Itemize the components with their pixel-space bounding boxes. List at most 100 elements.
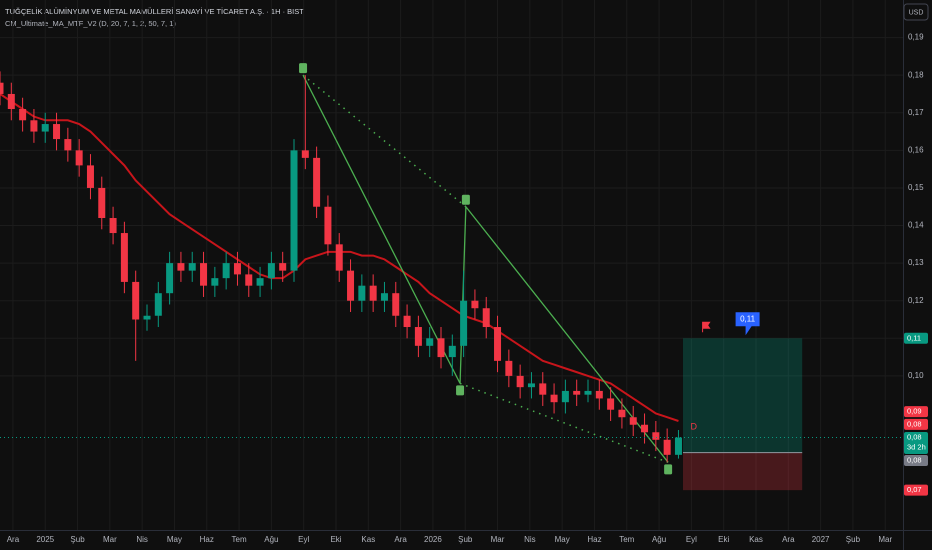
candle-body bbox=[471, 300, 479, 309]
price-badge bbox=[904, 418, 928, 430]
y-tick-label: 0,12 bbox=[908, 296, 924, 305]
currency[interactable]: USD bbox=[909, 9, 924, 16]
pivot-marker bbox=[461, 194, 470, 205]
x-tick-label: Haz bbox=[587, 535, 601, 544]
candle-body bbox=[663, 439, 671, 455]
price-badge-label: 0,08 bbox=[907, 433, 922, 442]
candle-body bbox=[607, 398, 615, 410]
candle-body bbox=[347, 270, 355, 301]
candle-body bbox=[0, 82, 4, 94]
candle-body bbox=[41, 124, 49, 132]
x-tick-label: Ağu bbox=[652, 535, 666, 544]
y-tick-label: 0,16 bbox=[908, 145, 924, 154]
candle-body bbox=[154, 293, 162, 316]
trend-dotted bbox=[459, 382, 669, 464]
candle-body bbox=[403, 315, 411, 328]
target-label: 0,11 bbox=[740, 314, 756, 323]
candle-body bbox=[448, 345, 456, 358]
target-callout bbox=[735, 312, 760, 336]
candle-body bbox=[19, 109, 27, 121]
x-tick-label: Şub bbox=[70, 535, 85, 544]
pivot-marker bbox=[299, 63, 308, 74]
candle-body bbox=[279, 263, 287, 271]
candle-body bbox=[539, 383, 547, 395]
candle-body bbox=[460, 300, 468, 346]
x-tick-label: 2027 bbox=[812, 535, 830, 544]
candle-body bbox=[222, 263, 230, 279]
candle-body bbox=[674, 437, 682, 455]
price-badge bbox=[904, 484, 928, 496]
candle-body bbox=[482, 308, 490, 328]
currency-button[interactable] bbox=[903, 3, 929, 21]
pivot-marker bbox=[664, 464, 673, 475]
x-tick-label: Tem bbox=[232, 535, 247, 544]
candle-body bbox=[267, 263, 275, 279]
candle-body bbox=[245, 274, 253, 286]
candle-body bbox=[132, 281, 140, 320]
zigzag-line bbox=[302, 74, 461, 384]
y-tick-label: 0,10 bbox=[908, 371, 924, 380]
candle-body bbox=[561, 390, 569, 403]
candle-body bbox=[143, 315, 151, 320]
candle-body bbox=[7, 93, 15, 110]
y-tick-label: 0,19 bbox=[908, 33, 924, 42]
x-tick-label: Mar bbox=[491, 535, 505, 544]
candle-body bbox=[516, 375, 524, 388]
candle-body bbox=[324, 206, 332, 245]
pivot-marker bbox=[456, 385, 465, 396]
ma-marker: D bbox=[690, 421, 697, 431]
chart-title: TUĞÇELİK ALÜMİNYUM VE METAL MAMÜLLERİ SA… bbox=[5, 7, 304, 16]
candle-body bbox=[426, 338, 434, 346]
x-tick-label: 2025 bbox=[36, 535, 54, 544]
candle-body bbox=[550, 394, 558, 403]
trend-dotted bbox=[302, 74, 467, 208]
x-tick-label: May bbox=[555, 535, 570, 544]
y-tick-label: 0,13 bbox=[908, 258, 924, 267]
y-tick-label: 0,15 bbox=[908, 183, 924, 192]
candle-body bbox=[380, 293, 388, 301]
candle-body bbox=[358, 285, 366, 301]
x-tick-label: Eyl bbox=[298, 535, 309, 544]
candle-body bbox=[629, 417, 637, 425]
candle-body bbox=[233, 263, 241, 275]
price-badge-label: 0,09 bbox=[907, 407, 922, 416]
price-badge bbox=[904, 406, 928, 418]
x-tick-label: Şub bbox=[846, 535, 861, 544]
candle-body bbox=[437, 338, 445, 358]
x-tick-label: Kas bbox=[361, 535, 375, 544]
candle-body bbox=[211, 278, 219, 286]
candle-body bbox=[177, 263, 185, 271]
x-tick-label: Nis bbox=[524, 535, 536, 544]
candle-body bbox=[335, 244, 343, 271]
x-tick-label: Ara bbox=[394, 535, 407, 544]
x-tick-label: Eki bbox=[718, 535, 729, 544]
x-tick-label: Haz bbox=[200, 535, 214, 544]
candle-body bbox=[505, 360, 513, 376]
candle-body bbox=[584, 390, 592, 395]
price-countdown: 3d 2h bbox=[907, 443, 926, 452]
price-badge bbox=[904, 332, 928, 344]
x-tick-label: Mar bbox=[878, 535, 892, 544]
price-badge-label: 0,08 bbox=[907, 455, 922, 464]
candle-body bbox=[414, 327, 422, 346]
x-tick-label: Mar bbox=[103, 535, 117, 544]
x-tick-label: May bbox=[167, 535, 182, 544]
x-tick-label: Ağu bbox=[264, 535, 278, 544]
indicator-label: CM_Ultimate_MA_MTF_V2 (D, 20, 7, 1, 2, 5… bbox=[5, 19, 176, 28]
candle-body bbox=[573, 390, 581, 395]
candle-body bbox=[641, 424, 649, 433]
x-tick-label: Kas bbox=[749, 535, 763, 544]
candle-body bbox=[98, 187, 106, 219]
x-tick-label: Şub bbox=[458, 535, 473, 544]
y-tick-label: 0,18 bbox=[908, 70, 924, 79]
candle-body bbox=[290, 150, 298, 271]
x-tick-label: Eyl bbox=[686, 535, 697, 544]
candle-body bbox=[120, 233, 128, 282]
candle-body bbox=[109, 218, 117, 234]
candle-body bbox=[652, 432, 660, 440]
candle-body bbox=[618, 409, 626, 418]
candle-body bbox=[53, 124, 61, 140]
x-tick-label: Tem bbox=[619, 535, 634, 544]
